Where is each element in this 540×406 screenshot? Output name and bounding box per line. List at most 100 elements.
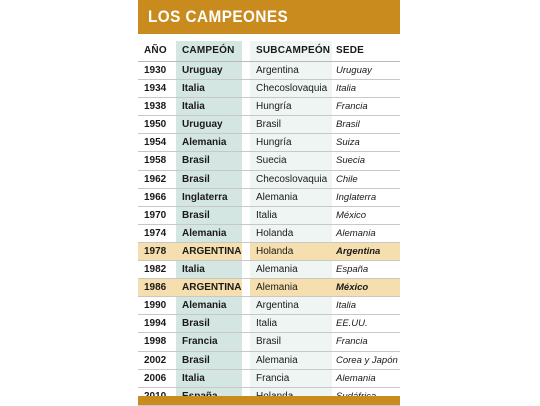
host-cell: México: [336, 209, 367, 221]
runner-up-cell: Italia: [250, 315, 332, 333]
champion-cell: Alemania: [176, 224, 242, 242]
runner-up-cell: Italia: [250, 206, 332, 224]
table-row: 2006 Italia Francia Alemania: [138, 369, 400, 388]
host-cell: Italia: [336, 83, 357, 95]
table-row: 1974 Alemania Holanda Alemania: [138, 224, 400, 243]
champion-cell: Alemania: [176, 297, 242, 315]
champion-cell: Italia: [176, 369, 242, 387]
runner-up-cell: Hungría: [250, 134, 332, 152]
champion-cell: Inglaterra: [176, 188, 242, 206]
year-cell: 1986: [138, 279, 180, 297]
year-cell: 1970: [144, 209, 167, 221]
table-row: 1970 Brasil Italia México: [138, 206, 400, 225]
header-year: AÑO: [144, 45, 167, 56]
runner-up-cell: Argentina: [250, 62, 332, 80]
host-cell: México: [330, 279, 400, 297]
year-cell: 1950: [144, 119, 167, 131]
runner-up-cell: Holanda: [250, 242, 332, 261]
table-body: 1930 Uruguay Argentina Uruguay 1934 Italia Che…: [138, 62, 400, 406]
runner-up-cell: Alemania: [250, 351, 332, 369]
year-cell: 1958: [144, 155, 167, 167]
runner-up-cell: Alemania: [250, 279, 332, 297]
year-cell: 1974: [144, 227, 167, 239]
header-runner-up: SUBCAMPEÓN: [250, 41, 332, 61]
runner-up-cell: Francia: [250, 369, 332, 387]
champion-cell: Italia: [176, 80, 242, 98]
year-cell: 1954: [144, 137, 167, 149]
year-cell: 1998: [144, 336, 167, 348]
year-cell: 1934: [144, 83, 167, 95]
table-row: 1966 Inglaterra Alemania Inglaterra: [138, 188, 400, 207]
host-cell: España: [336, 264, 369, 276]
host-cell: Corea y Japón: [336, 354, 398, 366]
table-row: 1962 Brasil Checoslovaquia Chile: [138, 170, 400, 189]
year-cell: 1990: [144, 300, 167, 312]
page-title: LOS CAMPEONES: [148, 7, 289, 26]
host-cell: EE.UU.: [336, 318, 368, 330]
host-cell: Uruguay: [336, 65, 372, 76]
host-cell: Suecia: [336, 155, 366, 167]
runner-up-cell: Hungría: [250, 98, 332, 116]
champions-table: AÑO CAMPEÓN SUBCAMPEÓN SEDE 1930 Uruguay A…: [138, 41, 400, 406]
host-cell: Alemania: [336, 372, 376, 384]
table-row: 1938 Italia Hungría Francia: [138, 98, 400, 117]
table-row: 1986 ARGENTINA Alemania México: [138, 279, 400, 298]
host-cell: Francia: [336, 336, 368, 348]
host-cell: Alemania: [336, 227, 376, 239]
host-cell: Francia: [336, 101, 368, 113]
year-cell: 1982: [144, 264, 167, 276]
champion-cell: Italia: [176, 261, 242, 279]
year-cell: 1962: [144, 173, 167, 185]
runner-up-cell: Brasil: [250, 333, 332, 351]
table-row: 1998 Francia Brasil Francia: [138, 333, 400, 352]
champion-cell: Alemania: [176, 134, 242, 152]
year-cell: 1930: [144, 65, 167, 76]
champion-cell: ARGENTINA: [176, 242, 242, 261]
host-cell: Inglaterra: [336, 191, 377, 203]
year-cell: 1994: [144, 318, 167, 330]
champion-cell: Brasil: [176, 170, 242, 188]
table-row: 1950 Uruguay Brasil Brasil: [138, 116, 400, 135]
host-cell: Italia: [336, 300, 357, 312]
host-cell: Argentina: [330, 242, 400, 261]
table-header-row: AÑO CAMPEÓN SUBCAMPEÓN SEDE: [138, 41, 400, 62]
host-cell: Chile: [336, 173, 358, 185]
year-cell: 2002: [144, 354, 167, 366]
runner-up-cell: Checoslovaquia: [250, 80, 332, 98]
table-row: 1990 Alemania Argentina Italia: [138, 297, 400, 316]
table-row: 1934 Italia Checoslovaquia Italia: [138, 80, 400, 99]
runner-up-cell: Holanda: [250, 224, 332, 242]
runner-up-cell: Argentina: [250, 297, 332, 315]
table-row: 2002 Brasil Alemania Corea y Japón: [138, 351, 400, 370]
champion-cell: Uruguay: [176, 116, 242, 134]
year-cell: 1966: [144, 191, 167, 203]
year-cell: 1938: [144, 101, 167, 113]
header-champion: CAMPEÓN: [176, 41, 242, 61]
champion-cell: Brasil: [176, 152, 242, 170]
table-row: 1954 Alemania Hungría Suiza: [138, 134, 400, 153]
table-row: 1930 Uruguay Argentina Uruguay: [138, 62, 400, 81]
table-row: 1994 Brasil Italia EE.UU.: [138, 315, 400, 334]
table-row: 1958 Brasil Suecia Suecia: [138, 152, 400, 171]
table-row: 1982 Italia Alemania España: [138, 261, 400, 280]
year-cell: 2006: [144, 372, 167, 384]
champion-cell: Brasil: [176, 351, 242, 369]
champion-cell: ARGENTINA: [176, 279, 242, 297]
title-banner: LOS CAMPEONES: [138, 0, 400, 34]
header-host: SEDE: [336, 45, 365, 56]
runner-up-cell: Alemania: [250, 261, 332, 279]
champion-cell: Italia: [176, 98, 242, 116]
runner-up-cell: Alemania: [250, 188, 332, 206]
runner-up-cell: Brasil: [250, 116, 332, 134]
champion-cell: Uruguay: [176, 62, 242, 80]
champion-cell: Brasil: [176, 315, 242, 333]
table-row: 1978 ARGENTINA Holanda Argentina: [138, 242, 400, 262]
host-cell: Suiza: [336, 137, 360, 149]
runner-up-cell: Checoslovaquia: [250, 170, 332, 188]
host-cell: Brasil: [336, 119, 360, 131]
runner-up-cell: Suecia: [250, 152, 332, 170]
bottom-bar: [138, 396, 400, 405]
champion-cell: Brasil: [176, 206, 242, 224]
champion-cell: Francia: [176, 333, 242, 351]
year-cell: 1978: [138, 242, 180, 261]
